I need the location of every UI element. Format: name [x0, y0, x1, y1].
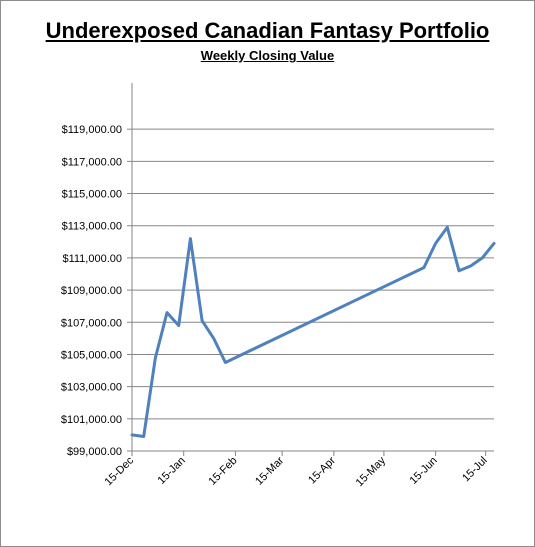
data-point — [457, 269, 460, 272]
y-tick-label: $107,000.00 — [61, 317, 122, 329]
x-tick-label: 15-Jul — [460, 455, 490, 485]
x-tick-label: 15-Jan — [156, 455, 188, 487]
series-layer — [130, 225, 496, 438]
axes — [127, 83, 494, 456]
chart-title: Underexposed Canadian Fantasy Portfolio — [45, 18, 490, 43]
x-tick-label: 15-Jun — [407, 455, 439, 487]
x-tick-label: 15-Mar — [253, 454, 286, 487]
data-point — [166, 311, 169, 314]
y-tick-label: $103,000.00 — [61, 382, 122, 394]
series-line — [130, 225, 496, 438]
data-point — [446, 226, 449, 229]
data-point — [177, 324, 180, 327]
data-point — [224, 361, 227, 364]
data-point — [422, 266, 425, 269]
y-tick-label: $109,000.00 — [61, 285, 122, 297]
x-tick-label: 15-May — [354, 454, 389, 489]
data-point — [434, 242, 437, 245]
x-tick-label: 15-Dec — [103, 454, 137, 488]
data-point — [131, 433, 134, 436]
data-point — [493, 242, 496, 245]
data-point — [201, 319, 204, 322]
data-point — [189, 237, 192, 240]
chart-subtitle: Weekly Closing Value — [200, 48, 335, 63]
x-tick-label: 15-Apr — [306, 454, 338, 486]
data-point — [469, 264, 472, 267]
y-axis-ticks: $99,000.00 $101,000.00 $103,000.00 $105,000… — [61, 124, 122, 458]
data-point — [212, 337, 215, 340]
y-tick-label: $105,000.00 — [61, 349, 122, 361]
y-tick-label: $101,000.00 — [61, 414, 122, 426]
data-point — [154, 356, 157, 359]
x-tick-label: 15-Feb — [206, 455, 239, 488]
x-axis-ticks: 15-Dec 15-Jan 15-Feb 15-Mar 15-Apr 15-May 15-J… — [103, 454, 490, 489]
data-point — [481, 256, 484, 259]
y-tick-label: $115,000.00 — [62, 189, 122, 201]
y-tick-label: $113,000.00 — [62, 221, 122, 233]
data-point — [142, 435, 145, 438]
y-tick-label: $117,000.00 — [62, 156, 122, 168]
y-tick-label: $99,000.00 — [67, 446, 122, 458]
y-tick-label: $111,000.00 — [62, 253, 122, 265]
y-tick-label: $119,000.00 — [62, 124, 122, 136]
